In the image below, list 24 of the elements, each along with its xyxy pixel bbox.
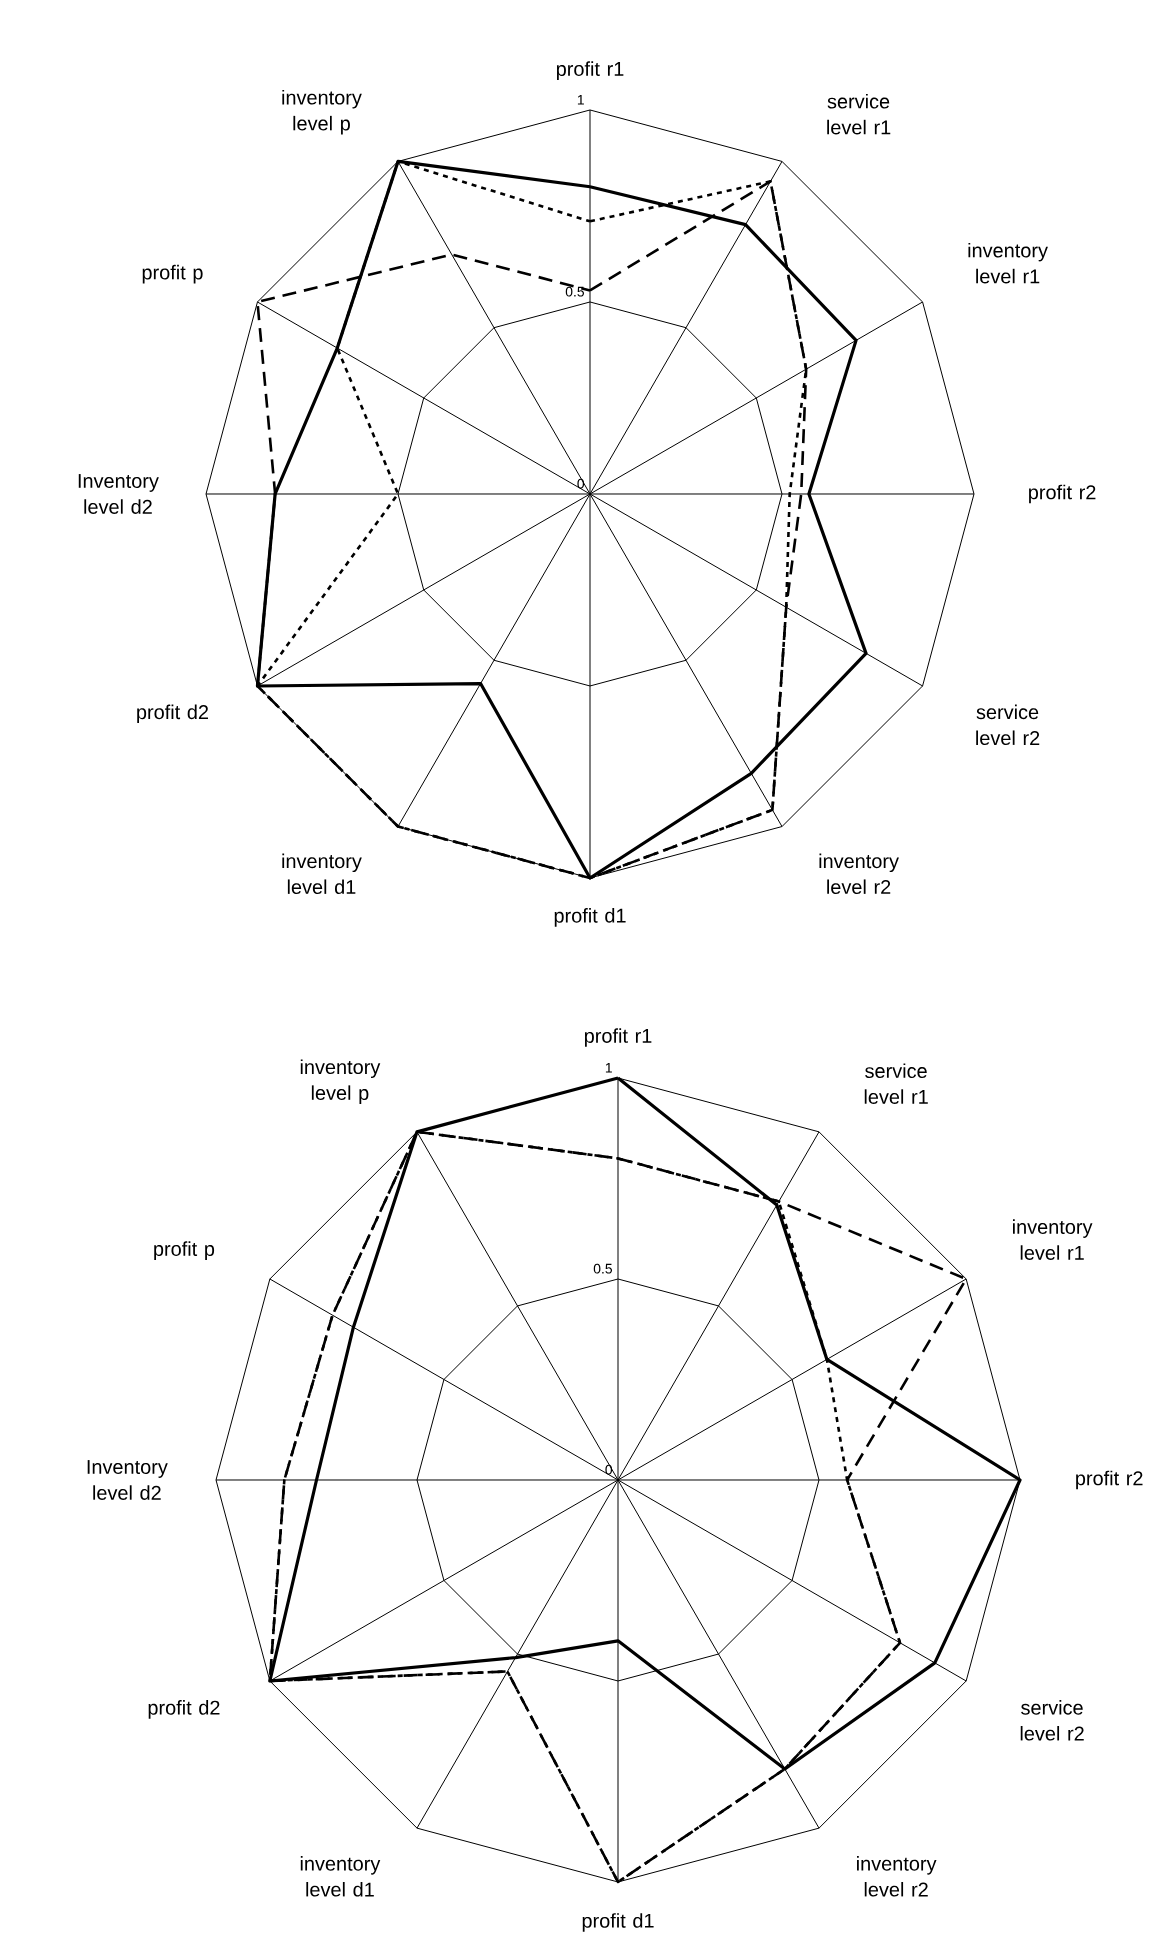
spoke-label: Inventory level d2	[87, 1460, 168, 1500]
spoke-label: profit r2	[1076, 1470, 1143, 1490]
spoke-label: inventory level r1	[1013, 1219, 1093, 1260]
spoke-label: profit r1	[556, 61, 624, 80]
spoke-label: inventory level d1	[300, 1856, 381, 1897]
spoke-label: inventory level r2	[857, 1856, 937, 1897]
spoke-label: service level r2	[976, 704, 1040, 746]
spoke-label: profit p	[142, 264, 203, 284]
spoke-label: profit r1	[584, 1028, 652, 1047]
spoke-label: profit d2	[137, 704, 209, 724]
spoke-label: profit p	[154, 1241, 215, 1260]
spoke-label: Inventory level d2	[78, 474, 159, 514]
spoke-label: profit d2	[148, 1700, 220, 1719]
spoke-label: inventory level r2	[819, 853, 899, 895]
spoke-label: service level r1	[827, 93, 891, 135]
spoke-label: profit d1	[554, 908, 626, 927]
spoke-label: inventory level d1	[282, 853, 362, 895]
spoke-label: inventory level p	[300, 1059, 381, 1104]
spoke-label: service level r2	[1020, 1700, 1084, 1741]
spoke-label: inventory level r1	[968, 242, 1048, 284]
spoke-label: inventory level p	[282, 89, 362, 135]
spoke-label: service level r1	[864, 1063, 928, 1104]
spoke-label: profit d1	[582, 1913, 654, 1932]
spoke-label: profit r2	[1029, 484, 1096, 504]
